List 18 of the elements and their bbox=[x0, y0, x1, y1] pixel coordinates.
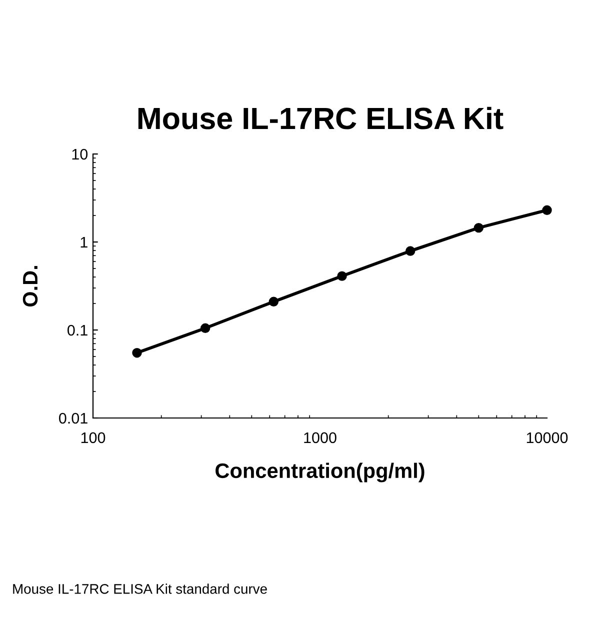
point bbox=[405, 246, 416, 256]
chart-title: Mouse IL-17RC ELISA Kit bbox=[138, 106, 504, 130]
x-axis-title: Concentration(pg/ml) bbox=[216, 462, 424, 482]
y-tick-label: 1 bbox=[80, 237, 88, 248]
point bbox=[268, 296, 279, 307]
y-tick-label: 0.01 bbox=[59, 412, 88, 424]
y-axis-title: O.D. bbox=[22, 266, 38, 307]
x-tick-label: 100 bbox=[81, 432, 106, 444]
y-tick-label: 0.1 bbox=[68, 324, 88, 336]
point bbox=[337, 271, 347, 281]
text: Mouse IL-17RC ELISA Kit standard curve bbox=[13, 584, 267, 594]
point bbox=[542, 205, 552, 216]
point bbox=[132, 348, 142, 358]
point bbox=[474, 222, 484, 233]
x-tick-label: 1000 bbox=[304, 432, 336, 444]
x-tick-label: 10000 bbox=[526, 432, 568, 444]
point bbox=[200, 323, 210, 333]
y-tick-label: 10 bbox=[72, 148, 88, 160]
